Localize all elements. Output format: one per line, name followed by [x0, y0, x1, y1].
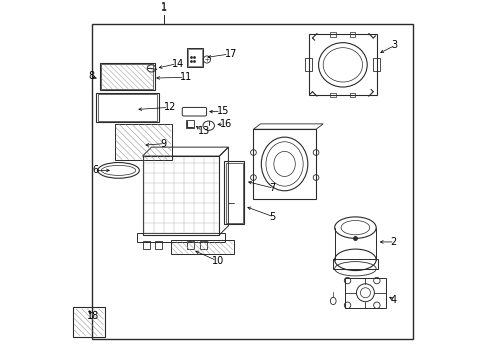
Bar — [185, 120, 193, 128]
Bar — [137, 233, 224, 242]
Bar — [171, 240, 233, 255]
Bar — [142, 241, 149, 249]
Bar — [142, 156, 219, 235]
Text: 8: 8 — [88, 71, 94, 81]
Bar — [187, 241, 194, 249]
Text: 12: 12 — [163, 103, 176, 112]
Bar — [349, 32, 355, 37]
Bar — [225, 163, 242, 222]
Text: 16: 16 — [220, 119, 232, 129]
Bar — [330, 93, 335, 98]
Bar — [200, 241, 206, 249]
Text: 5: 5 — [269, 212, 275, 222]
Text: 6: 6 — [92, 165, 98, 175]
Text: 18: 18 — [87, 311, 99, 321]
Bar — [332, 259, 377, 269]
Bar — [308, 35, 376, 95]
Text: 3: 3 — [390, 40, 396, 50]
Bar — [92, 24, 412, 338]
Bar — [372, 58, 380, 71]
Bar — [253, 129, 315, 199]
Text: 4: 4 — [390, 295, 396, 305]
Text: 15: 15 — [216, 106, 228, 116]
Text: 1: 1 — [161, 3, 167, 13]
Text: 7: 7 — [269, 183, 275, 193]
Bar — [96, 93, 158, 122]
Bar — [98, 94, 157, 121]
Bar — [330, 32, 335, 37]
Bar — [73, 307, 105, 337]
Text: 17: 17 — [224, 49, 236, 59]
Text: 10: 10 — [212, 256, 224, 266]
Text: 13: 13 — [198, 126, 210, 136]
Bar — [224, 161, 244, 224]
Bar — [101, 64, 153, 89]
Bar — [187, 48, 203, 67]
Bar — [305, 58, 312, 71]
Text: 1: 1 — [161, 2, 167, 12]
Bar — [188, 49, 202, 66]
Bar — [115, 124, 171, 160]
Bar — [349, 93, 355, 98]
Text: 9: 9 — [160, 139, 166, 149]
Bar — [100, 63, 155, 90]
Bar — [155, 241, 162, 249]
Text: 2: 2 — [390, 237, 396, 247]
Bar — [344, 278, 385, 308]
Text: 11: 11 — [180, 72, 192, 82]
Text: 14: 14 — [172, 59, 184, 69]
